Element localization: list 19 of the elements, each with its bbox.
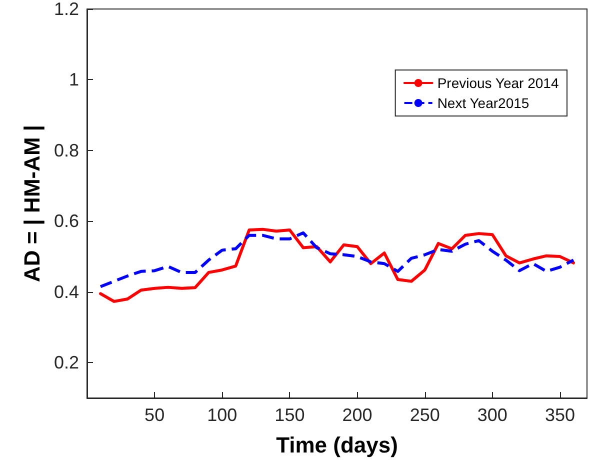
y-tick-label: 0.8	[54, 140, 79, 160]
y-axis-title: AD = | HM-AM |	[20, 124, 44, 282]
line-series	[99, 228, 575, 303]
x-tick-label: 100	[207, 405, 238, 425]
x-tick-label: 350	[544, 405, 575, 425]
y-tick-label: 0.6	[54, 211, 79, 232]
legend-label: Previous Year 2014	[437, 75, 559, 91]
y-tick-label: 1.2	[54, 0, 79, 19]
line-series	[99, 231, 575, 288]
legend-label: Next Year2015	[437, 95, 530, 111]
y-tick-label: 0.4	[54, 282, 79, 302]
x-tick-label: 200	[342, 405, 372, 425]
y-tick-label: 1	[68, 70, 79, 90]
y-tick-label: 0.2	[54, 352, 79, 373]
x-tick-label: 150	[274, 405, 305, 425]
x-tick-label: 250	[410, 405, 440, 425]
x-tick-label: 300	[477, 405, 508, 425]
x-axis-title: Time (days)	[276, 432, 398, 458]
x-tick-label: 50	[144, 405, 165, 425]
